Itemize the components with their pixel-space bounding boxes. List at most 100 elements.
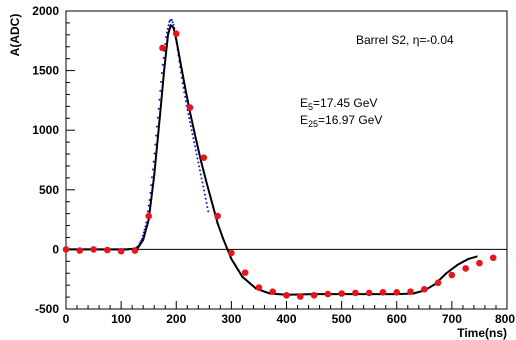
blue-sample-dot <box>194 149 197 152</box>
red-data-point <box>200 154 208 161</box>
blue-sample-dot <box>195 153 198 156</box>
x-tick-label: 500 <box>332 312 352 326</box>
blue-sample-dot <box>188 117 191 120</box>
red-data-point <box>476 259 483 267</box>
blue-sample-dot <box>155 134 158 137</box>
e25-value: =16.97 GeV <box>318 113 382 127</box>
blue-sample-dot <box>182 86 185 89</box>
red-data-points <box>62 30 497 300</box>
red-data-point <box>145 212 152 220</box>
y-axis-title: A(ADC) <box>8 14 22 57</box>
e5-prefix: E <box>300 96 308 110</box>
blue-sample-dot <box>181 82 184 85</box>
blue-sample-dot <box>167 24 170 27</box>
red-data-point <box>117 247 125 255</box>
red-data-point <box>172 30 180 37</box>
blue-sample-dot <box>204 197 207 200</box>
fitted-pulse-curve <box>65 24 478 296</box>
x-axis-title: Time(ns) <box>457 326 507 340</box>
blue-sample-dot <box>184 100 187 103</box>
fit-line-segment <box>163 33 169 72</box>
fit-line-segment <box>179 62 187 89</box>
blue-sample-dot <box>145 221 148 224</box>
blue-sample-dot <box>189 125 192 128</box>
red-data-point <box>62 246 70 253</box>
red-data-point <box>434 279 442 287</box>
red-data-point <box>131 247 139 254</box>
blue-sample-dot <box>190 129 193 132</box>
blue-sample-dot <box>149 191 152 194</box>
fit-line-segment <box>200 160 208 184</box>
fit-line-segment <box>456 257 470 266</box>
blue-sample-dot <box>205 201 208 204</box>
red-data-point <box>76 247 84 254</box>
fit-line-segment <box>189 111 197 139</box>
blue-sample-dot <box>187 113 190 116</box>
blue-sample-dot <box>203 189 206 192</box>
fit-line-segment <box>158 69 166 120</box>
red-data-point <box>462 265 469 272</box>
fit-line-segment <box>142 218 150 241</box>
red-data-point <box>104 246 111 254</box>
red-data-point <box>352 289 359 297</box>
y-tick-label: 1000 <box>32 123 59 137</box>
blue-sample-dot <box>152 160 155 163</box>
blue-sample-dot <box>165 36 168 39</box>
blue-sample-dot <box>159 89 162 92</box>
red-data-point <box>489 254 497 262</box>
blue-sample-dot <box>201 181 204 184</box>
fit-line-segment <box>166 24 172 36</box>
red-data-point <box>283 291 290 299</box>
fit-line-segment <box>211 201 219 225</box>
fit-line-segment <box>175 38 182 65</box>
blue-sample-dot <box>160 71 163 74</box>
red-data-point <box>448 271 456 279</box>
fit-line-segment <box>147 174 156 221</box>
blue-sample-dot <box>162 56 165 59</box>
red-data-point <box>324 290 332 298</box>
red-data-point <box>393 289 401 296</box>
blue-sample-dot <box>160 80 163 83</box>
blue-sample-dot <box>197 161 200 164</box>
blue-sample-dot <box>198 169 201 172</box>
blue-sample-dot <box>146 210 149 213</box>
blue-pulse-samples <box>65 18 210 251</box>
y-tick-label: -500 <box>35 302 59 316</box>
blue-sample-dot <box>200 177 203 180</box>
red-data-point <box>296 293 304 300</box>
x-tick-label: 0 <box>63 312 70 326</box>
y-tick-label: 2000 <box>32 4 59 18</box>
red-data-point <box>269 288 277 296</box>
red-data-point <box>228 249 235 257</box>
fit-line-segment <box>445 263 459 275</box>
x-tick-label: 600 <box>387 312 407 326</box>
blue-sample-dot <box>171 21 174 24</box>
red-data-point <box>255 284 263 291</box>
x-tick-label: 800 <box>495 312 515 326</box>
y-tick-label: 0 <box>52 242 59 256</box>
blue-sample-dot <box>155 125 158 128</box>
blue-sample-dot <box>184 95 187 98</box>
e5-annotation: E5=17.45 GeV <box>300 96 377 112</box>
blue-sample-dot <box>158 98 161 101</box>
blue-sample-dot <box>153 152 156 155</box>
fit-line-segment <box>205 181 214 204</box>
blue-sample-dot <box>150 184 153 187</box>
blue-sample-dot <box>148 199 151 202</box>
blue-sample-dot <box>154 143 157 146</box>
blue-sample-dot <box>206 206 209 209</box>
red-data-point <box>214 212 221 220</box>
blue-sample-dot <box>157 107 160 110</box>
e25-annotation: E25=16.97 GeV <box>300 113 382 129</box>
detector-label: Barrel S2, η=-0.04 <box>356 33 454 47</box>
blue-sample-dot <box>151 168 154 171</box>
red-data-point <box>186 104 194 111</box>
red-data-point <box>379 289 387 296</box>
blue-sample-dot <box>147 204 150 207</box>
blue-sample-dot <box>207 210 210 213</box>
blue-sample-dot <box>165 31 168 34</box>
fit-line-segment <box>194 136 203 163</box>
fit-line-segment <box>467 255 478 260</box>
